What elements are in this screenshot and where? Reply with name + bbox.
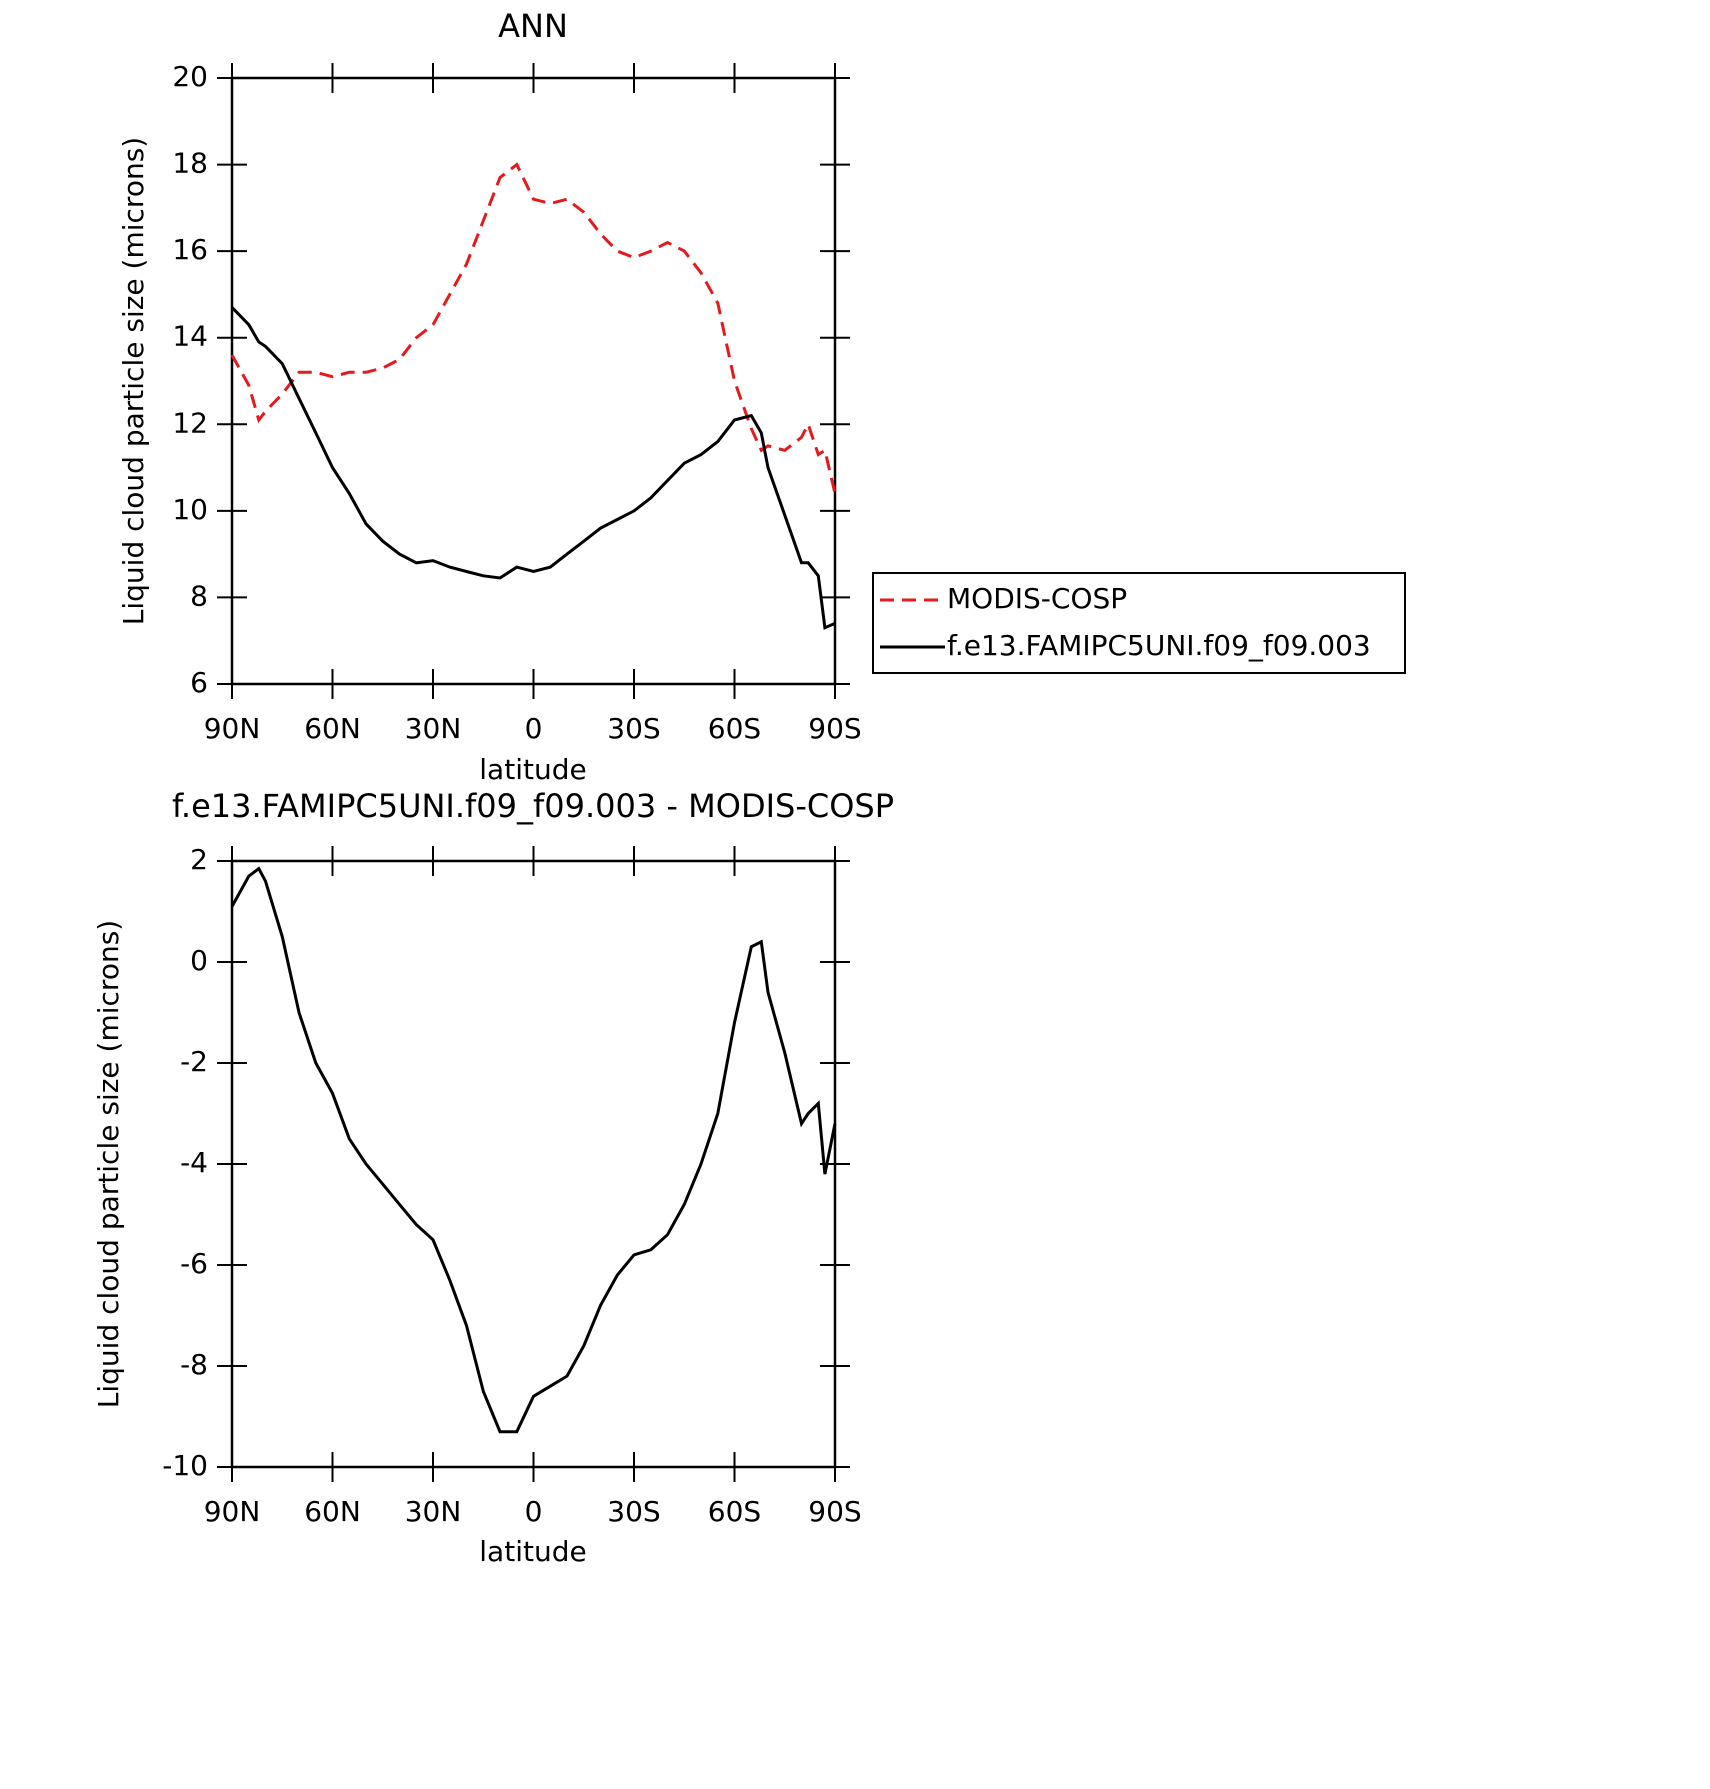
chart-title: f.e13.FAMIPC5UNI.f09_f09.003 - MODIS-COS… xyxy=(172,787,894,825)
x-tick-label: 0 xyxy=(525,712,543,745)
x-tick-label: 60S xyxy=(708,712,761,745)
x-tick-label: 60N xyxy=(304,1495,361,1528)
x-axis-label: latitude xyxy=(479,1535,586,1568)
y-tick-label: 18 xyxy=(172,147,208,180)
legend-label: MODIS-COSP xyxy=(947,582,1127,615)
x-tick-label: 90N xyxy=(204,1495,261,1528)
data-line xyxy=(230,866,837,1434)
y-tick-label: 2 xyxy=(190,843,208,876)
y-tick-label: 20 xyxy=(172,60,208,93)
y-tick-label: 8 xyxy=(190,579,208,612)
x-tick-label: 30N xyxy=(405,1495,462,1528)
x-tick-label: 30N xyxy=(405,712,462,745)
x-tick-label: 90S xyxy=(808,712,861,745)
y-tick-label: -2 xyxy=(180,1045,208,1078)
y-tick-label: 10 xyxy=(172,493,208,526)
x-tick-label: 30S xyxy=(607,712,660,745)
x-tick-label: 60S xyxy=(708,1495,761,1528)
y-tick-label: -8 xyxy=(180,1348,208,1381)
x-axis-label: latitude xyxy=(479,753,586,786)
plot-frame xyxy=(230,859,837,1469)
x-tick-label: 0 xyxy=(525,1495,543,1528)
y-tick-label: -10 xyxy=(162,1449,208,1482)
y-tick-label: -4 xyxy=(180,1146,208,1179)
x-tick-label: 90S xyxy=(808,1495,861,1528)
y-tick-label: 12 xyxy=(172,406,208,439)
y-tick-label: 16 xyxy=(172,233,208,266)
y-axis-label: Liquid cloud particle size (microns) xyxy=(92,920,125,1408)
x-tick-label: 30S xyxy=(607,1495,660,1528)
y-tick-label: 14 xyxy=(172,320,208,353)
x-tick-label: 60N xyxy=(304,712,361,745)
y-tick-label: 0 xyxy=(190,944,208,977)
legend-box xyxy=(872,572,1406,674)
plot-frame xyxy=(230,76,837,686)
data-line xyxy=(230,306,836,630)
chart-title: ANN xyxy=(498,7,568,45)
y-tick-label: 6 xyxy=(190,666,208,699)
legend-label: f.e13.FAMIPC5UNI.f09_f09.003 xyxy=(947,629,1371,662)
y-tick-label: -6 xyxy=(180,1247,208,1280)
y-axis-label: Liquid cloud particle size (microns) xyxy=(117,137,150,625)
x-tick-label: 90N xyxy=(204,712,261,745)
